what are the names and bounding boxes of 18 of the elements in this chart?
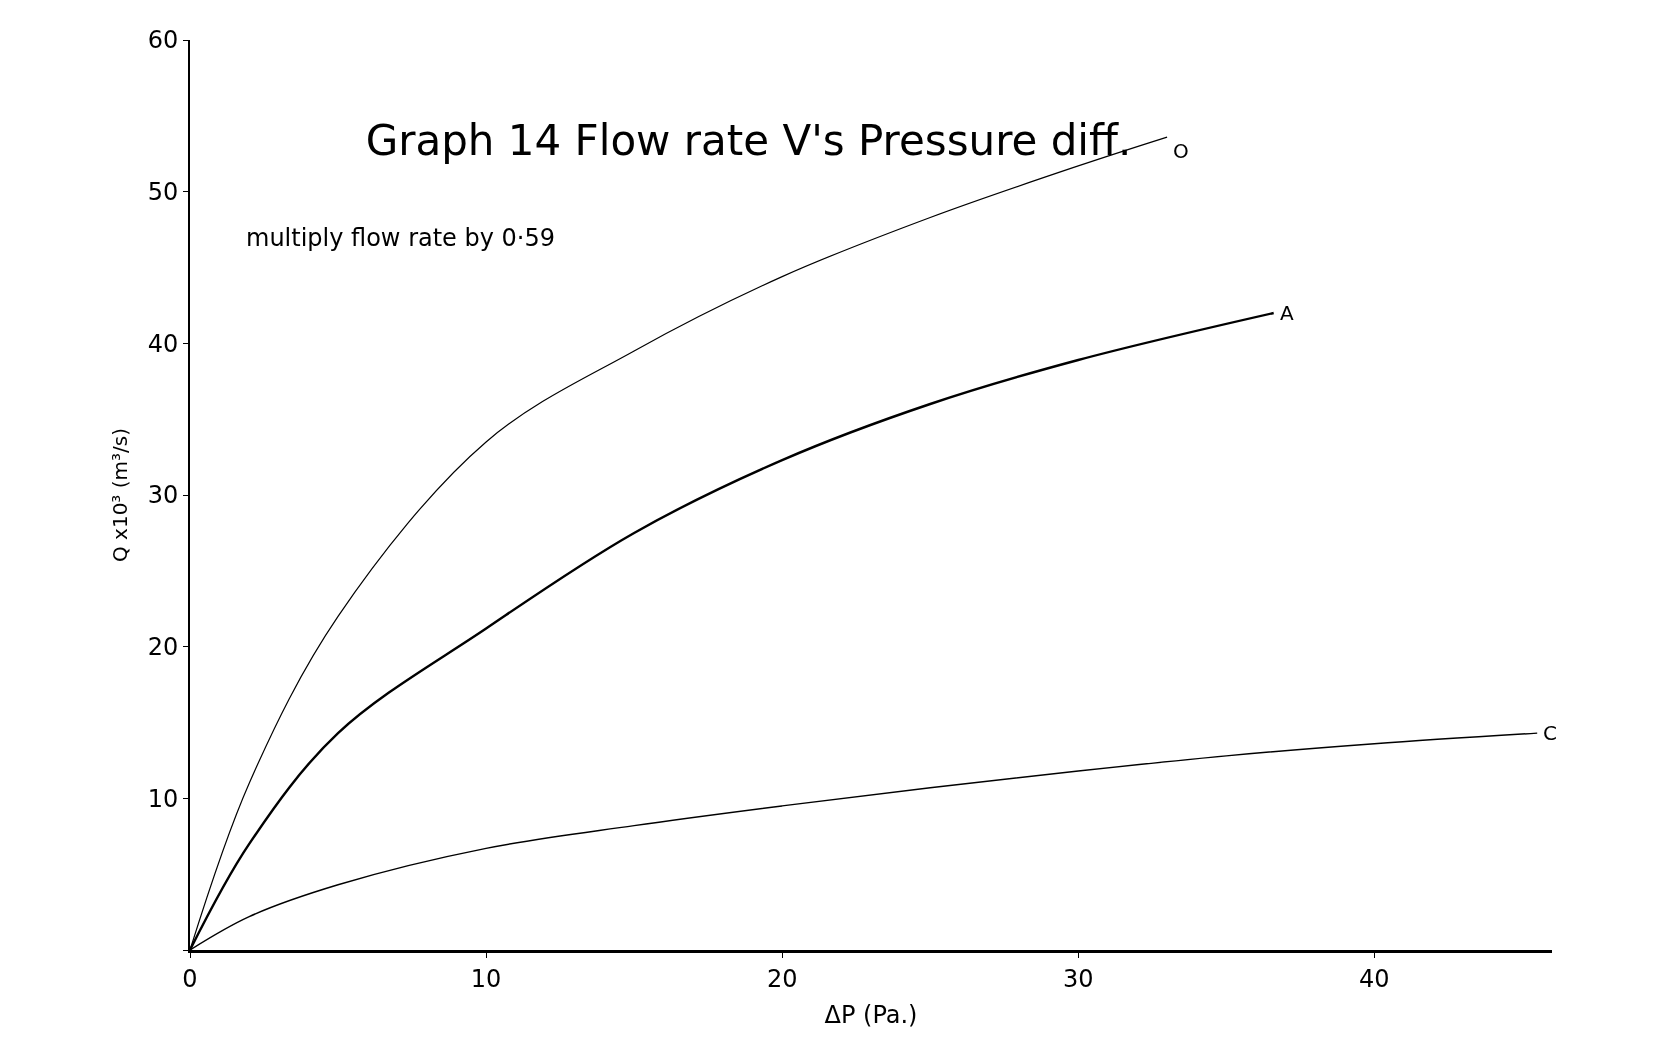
y-tick-label: 30 — [147, 481, 179, 510]
y-tick-label: 20 — [147, 633, 179, 662]
series-label: O — [1173, 139, 1189, 163]
y-tick-label: 50 — [147, 178, 179, 207]
x-tick-label: 30 — [1062, 964, 1094, 993]
annotation: multiply flow rate by 0·59 — [246, 224, 556, 252]
x-axis-title: ΔP (Pa.) — [824, 1001, 918, 1030]
y-tick-label: 10 — [147, 784, 179, 813]
x-tick-label: 20 — [766, 964, 798, 993]
x-tick-label: 10 — [470, 964, 502, 993]
x-tick-label: 0 — [182, 964, 198, 993]
y-tick-label: 60 — [147, 26, 179, 55]
series-label: C — [1543, 721, 1557, 745]
text: Graph 14 Flow rate V's Pressure diff. — [365, 116, 1132, 166]
x-tick-label: 40 — [1359, 964, 1390, 993]
series-label: A — [1280, 301, 1294, 325]
y-tick-label: 40 — [147, 329, 179, 358]
y-axis-title: Q x10³ (m³/s) — [107, 427, 132, 563]
